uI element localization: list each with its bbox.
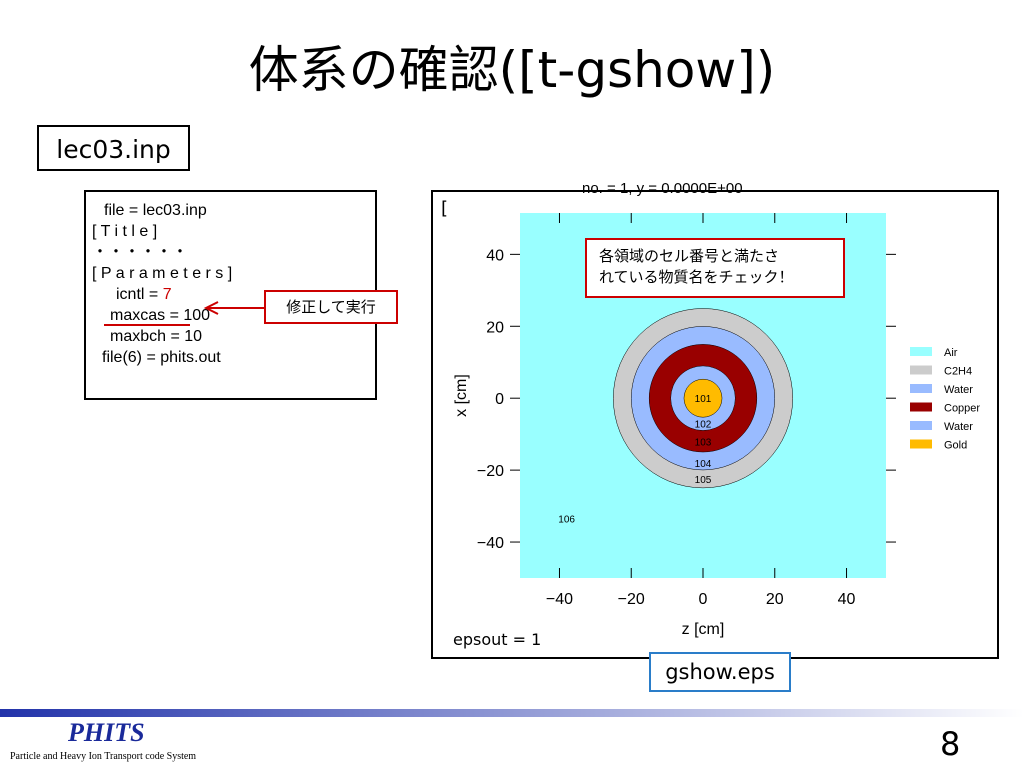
legend-swatch <box>910 384 932 393</box>
legend-label: Copper <box>944 403 980 415</box>
code-text: [ T i t l e ] <box>92 223 158 240</box>
x-tick-label: −40 <box>546 591 573 608</box>
code-line: maxbch = 10 <box>86 326 375 347</box>
annotation-line: れている物質名をチェック！ <box>599 268 794 286</box>
code-text: [ P a r a m e t e r s ] <box>92 265 233 282</box>
legend-swatch <box>910 439 932 449</box>
cell-label: 102 <box>695 419 712 430</box>
file-label: lec03.inp <box>37 125 190 171</box>
cell-label: 104 <box>695 459 712 470</box>
code-text: file = lec03.inp <box>104 202 207 219</box>
y-tick-label: −20 <box>477 463 504 480</box>
legend-swatch <box>910 402 932 412</box>
hidden-text: [ <box>441 198 449 219</box>
cell-label: 105 <box>695 475 712 486</box>
legend-swatch <box>910 421 932 430</box>
cell-label: 101 <box>695 394 712 405</box>
arrow <box>104 301 264 326</box>
code-line: ・・・・・・ <box>86 242 375 263</box>
y-tick-label: −40 <box>477 535 504 552</box>
logo-subtitle: Particle and Heavy Ion Transport code Sy… <box>10 751 197 762</box>
footer-bar <box>0 709 1024 717</box>
hidden-text: epsout = 1 <box>453 630 542 649</box>
x-tick-label: 0 <box>699 591 708 608</box>
legend-label: Water <box>944 421 973 433</box>
code-line: icntl = 7 <box>86 284 375 305</box>
legend-label: Gold <box>944 440 967 452</box>
callout: 修正して実行 <box>264 290 398 324</box>
annotation-box: 各領域のセル番号と満たさ れている物質名をチェック！ <box>585 238 845 298</box>
region <box>683 378 723 418</box>
annotation-line: 各領域のセル番号と満たさ <box>599 247 780 265</box>
output-label: gshow.eps <box>649 652 791 692</box>
legend-label: Water <box>944 384 973 396</box>
code-text: file(6) = phits.out <box>102 349 221 366</box>
x-axis-label: z [cm] <box>682 621 725 638</box>
page-number: 8 <box>940 725 961 763</box>
slide-title: 体系の確認([t-gshow]) <box>248 41 776 99</box>
plot-header: no. = 1, y = 0.0000E+00 <box>582 180 743 197</box>
legend-label: Air <box>944 347 958 359</box>
cell-label: 106 <box>558 514 575 525</box>
icntl-value: 7 <box>162 286 172 303</box>
logo: PHITS <box>68 718 145 747</box>
code-text: icntl = <box>116 286 163 303</box>
code-line: file = lec03.inp <box>86 200 375 221</box>
y-axis-label: x [cm] <box>453 374 470 417</box>
code-box: file = lec03.inp [ T i t l e ] ・・・・・・ [ P a… <box>84 190 377 400</box>
x-tick-label: 20 <box>766 591 784 608</box>
cell-label: 103 <box>695 437 712 448</box>
y-tick-label: 40 <box>486 247 504 264</box>
y-tick-label: 20 <box>486 319 504 336</box>
code-text: ・・・・・・ <box>92 244 189 261</box>
code-text: maxcas = 100 <box>110 307 211 324</box>
x-tick-label: 40 <box>838 591 856 608</box>
legend-swatch <box>910 347 932 356</box>
code-line: [ P a r a m e t e r s ] <box>86 263 375 284</box>
legend-label: C2H4 <box>944 366 972 378</box>
code-line: file(6) = phits.out <box>86 347 375 368</box>
code-text: maxbch = 10 <box>110 328 203 345</box>
code-line: [ T i t l e ] <box>86 221 375 242</box>
y-tick-label: 0 <box>495 391 504 408</box>
code-line: maxcas = 100 <box>86 305 375 326</box>
legend-swatch <box>910 365 932 375</box>
x-tick-label: −20 <box>618 591 645 608</box>
